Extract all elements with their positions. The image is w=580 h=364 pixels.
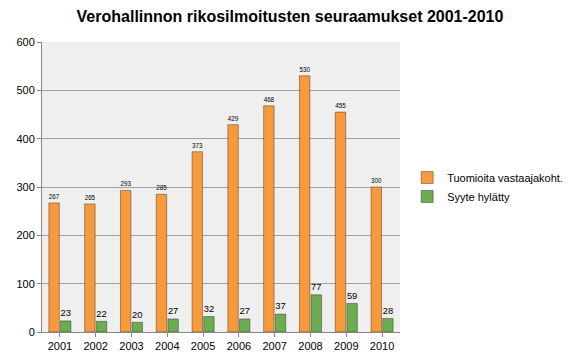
svg-text:0: 0	[29, 326, 35, 338]
svg-text:23: 23	[60, 307, 70, 318]
svg-text:500: 500	[16, 84, 34, 96]
svg-text:2008: 2008	[298, 340, 322, 352]
svg-text:77: 77	[311, 281, 321, 292]
svg-text:267: 267	[49, 193, 60, 200]
svg-text:2007: 2007	[262, 340, 286, 352]
svg-text:468: 468	[264, 96, 275, 103]
svg-text:2004: 2004	[155, 340, 179, 352]
svg-text:2006: 2006	[227, 340, 251, 352]
svg-text:2002: 2002	[83, 340, 107, 352]
svg-text:300: 300	[371, 177, 382, 184]
svg-text:373: 373	[192, 142, 203, 149]
svg-text:100: 100	[16, 278, 34, 290]
svg-text:2005: 2005	[191, 340, 215, 352]
svg-text:28: 28	[383, 305, 393, 316]
svg-text:200: 200	[16, 229, 34, 241]
svg-text:27: 27	[239, 305, 249, 316]
svg-text:2010: 2010	[370, 340, 394, 352]
svg-text:285: 285	[156, 184, 167, 191]
svg-text:27: 27	[168, 305, 178, 316]
svg-text:59: 59	[347, 290, 357, 301]
svg-text:265: 265	[85, 194, 96, 201]
svg-text:293: 293	[120, 180, 131, 187]
svg-text:2003: 2003	[119, 340, 143, 352]
svg-text:2009: 2009	[334, 340, 358, 352]
svg-text:2001: 2001	[48, 340, 72, 352]
svg-text:530: 530	[299, 66, 310, 73]
svg-text:37: 37	[275, 300, 285, 311]
svg-text:Tuomioita vastaajakoht.: Tuomioita vastaajakoht.	[447, 172, 563, 184]
svg-text:Verohallinnon rikosilmoitusten: Verohallinnon rikosilmoitusten seuraamuk…	[77, 8, 504, 25]
svg-text:22: 22	[96, 308, 106, 319]
svg-text:600: 600	[16, 36, 34, 48]
svg-text:300: 300	[16, 181, 34, 193]
svg-text:32: 32	[204, 303, 214, 314]
svg-text:Syyte hylätty: Syyte hylätty	[447, 191, 510, 203]
svg-text:455: 455	[335, 102, 346, 109]
svg-text:20: 20	[132, 309, 142, 320]
svg-text:400: 400	[16, 133, 34, 145]
svg-text:429: 429	[228, 115, 239, 122]
